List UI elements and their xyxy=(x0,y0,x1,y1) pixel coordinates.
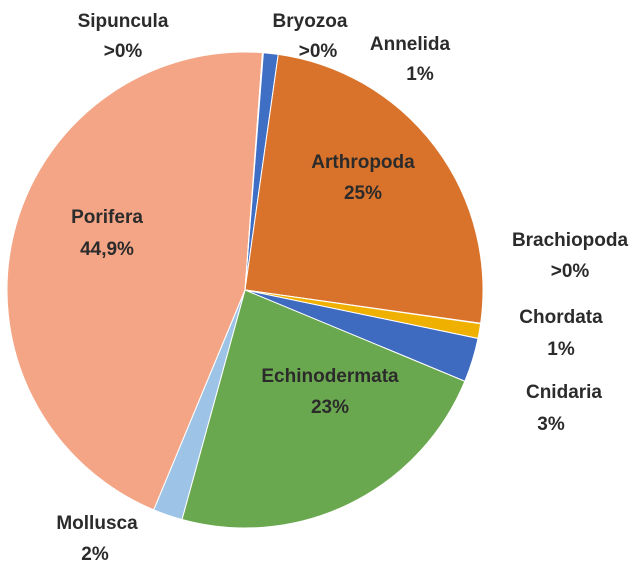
slice-label: Sipuncula xyxy=(78,11,169,32)
pie-slice xyxy=(181,289,466,529)
slice-label: Chordata xyxy=(519,307,603,328)
slice-value-label: 3% xyxy=(537,414,565,435)
slice-value-label: >0% xyxy=(551,261,590,282)
slice-value-label: >0% xyxy=(299,41,338,62)
slice-label: Arthropoda xyxy=(311,152,415,173)
pie-slice xyxy=(244,53,484,324)
slice-label: Mollusca xyxy=(56,513,138,534)
slice-label: Echinodermata xyxy=(261,366,399,387)
slice-label: Cnidaria xyxy=(526,382,602,403)
slice-value-label: 1% xyxy=(547,339,575,360)
slice-label: Porifera xyxy=(71,207,143,228)
slice-value-label: 2% xyxy=(81,544,109,565)
slice-label: Brachiopoda xyxy=(512,230,629,251)
slice-value-label: 25% xyxy=(344,183,382,204)
slice-value-label: 1% xyxy=(406,64,434,85)
slice-value-label: 23% xyxy=(311,397,349,418)
slice-value-label: 44,9% xyxy=(80,239,134,260)
slice-label: Bryozoa xyxy=(273,11,348,32)
pie-slice xyxy=(6,51,264,511)
slice-value-label: >0% xyxy=(104,41,143,62)
slice-label: Annelida xyxy=(370,34,451,55)
pie-slice xyxy=(244,52,264,291)
